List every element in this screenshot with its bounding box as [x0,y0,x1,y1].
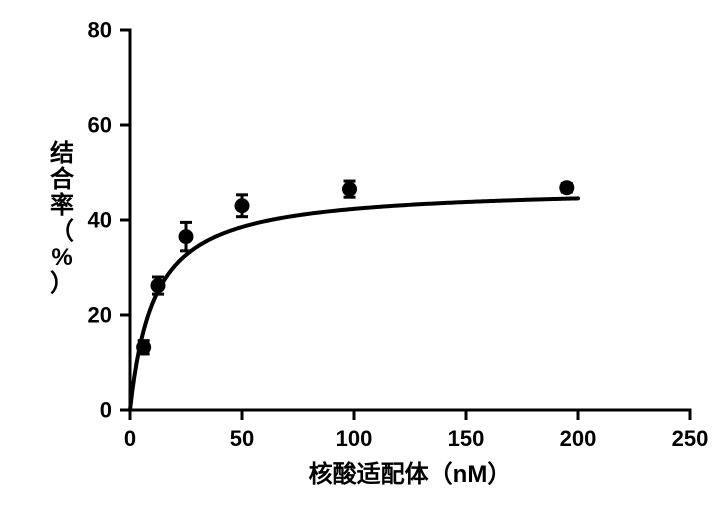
y-axis-label: 结合率（%） [50,140,75,297]
y-axis-label-char: 率 [50,191,74,219]
x-tick-label: 150 [448,426,485,451]
x-tick-label: 200 [560,426,597,451]
y-axis-label-char: % [51,244,72,271]
x-axis-label: 核酸适配体（nM） [309,460,512,488]
y-tick-label: 40 [88,208,112,233]
data-point [179,230,193,244]
y-axis-label-char: ） [50,270,74,297]
data-point [151,279,165,293]
y-tick-label: 20 [88,303,112,328]
data-point [560,181,574,195]
x-tick-label: 0 [124,426,136,451]
x-tick-label: 250 [672,426,709,451]
y-tick-label: 80 [88,18,112,43]
y-axis-label-char: 合 [50,165,75,193]
y-axis-label-char: 结 [50,140,74,167]
x-tick-label: 100 [336,426,373,451]
data-point [343,182,357,196]
y-tick-label: 60 [88,113,112,138]
y-axis-label-char: （ [50,218,74,245]
data-point [235,199,249,213]
x-tick-label: 50 [230,426,254,451]
data-point [137,340,151,354]
y-tick-label: 0 [100,398,112,423]
